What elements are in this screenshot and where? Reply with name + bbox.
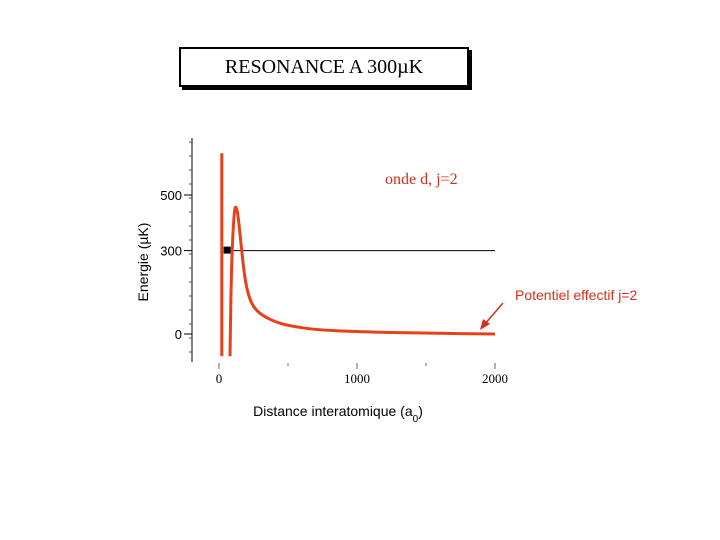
y-tick-label: 300 (160, 244, 182, 259)
curves (220, 153, 496, 357)
annotation-arrow-head (480, 319, 490, 330)
x-axis-label-main: Distance interatomique (a (253, 403, 413, 419)
x-axis-label: Distance interatomique (a0) (253, 403, 423, 425)
x-axis-label-suffix: ) (418, 403, 423, 419)
y-tick-label: 0 (175, 327, 182, 342)
annotation-onde-d: onde d, j=2 (385, 171, 458, 188)
annotation-potentiel-effectif: Potentiel effectif j=2 (515, 287, 638, 303)
annotation-arrow-line (483, 302, 504, 326)
annotations (480, 302, 504, 330)
chart-title: RESONANCE A 300µK (179, 47, 469, 87)
x-tick-label: 2000 (482, 371, 508, 386)
potential-barrier-curve (228, 205, 496, 357)
y-tick-label: 500 (160, 188, 182, 203)
ticks: 0 300 500 0 1000 2000 (160, 141, 508, 386)
x-axis-label-sub: 0 (413, 414, 419, 425)
x-tick-label: 1000 (344, 371, 370, 386)
y-axis-label: Energie (µK) (135, 223, 151, 302)
resonance-marker (223, 246, 231, 254)
x-tick-label: 0 (216, 371, 223, 386)
